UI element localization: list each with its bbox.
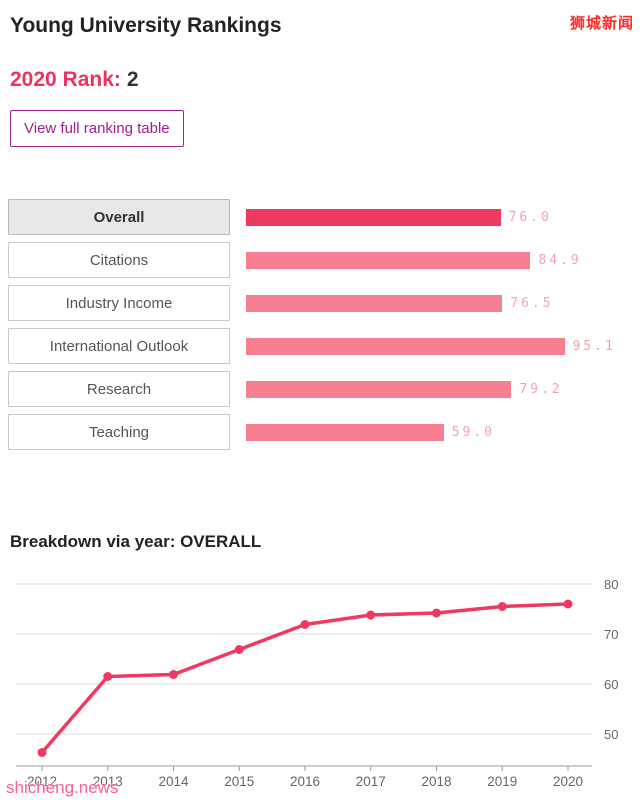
bar-track: 95.1 — [246, 337, 636, 355]
bar-row: International Outlook 95.1 — [8, 328, 636, 364]
data-point — [37, 748, 47, 757]
y-tick-label: 60 — [604, 677, 618, 692]
bar-fill — [246, 251, 531, 269]
rank-value: 2 — [126, 68, 139, 91]
x-tick-label: 2015 — [224, 774, 254, 789]
bar-track: 76.5 — [246, 294, 636, 312]
bar-value-label: 59.0 — [451, 424, 495, 440]
category-button-overall[interactable]: Overall — [8, 199, 230, 235]
bar-track: 79.2 — [246, 380, 636, 398]
bar-row: Citations 84.9 — [8, 242, 636, 278]
x-tick-label: 2018 — [421, 774, 451, 789]
data-point — [497, 602, 507, 611]
x-tick-label: 2019 — [487, 774, 517, 789]
data-point — [103, 672, 113, 681]
overall-trend-line-chart: 50 60 70 80 2012 2013 2014 2015 2016 2017 2018 2019… — [16, 577, 618, 789]
bar-track: 84.9 — [246, 251, 636, 269]
bar-track: 76.0 — [246, 208, 636, 226]
x-tick-label: 2014 — [158, 774, 189, 789]
data-point — [366, 610, 376, 620]
x-tick-label: 2013 — [93, 774, 123, 789]
data-point — [563, 599, 573, 609]
watermark-top: 狮城新闻 — [569, 15, 634, 32]
bar-value-label: 79.2 — [519, 381, 563, 397]
rank-line: 2020 Rank: 2 — [8, 68, 636, 92]
bar-value-label: 95.1 — [572, 338, 616, 354]
bar-row: Research 79.2 — [8, 371, 636, 407]
data-point — [234, 645, 244, 654]
metric-bar-chart: Overall 76.0 Citations 84.9 Industry Income 7… — [8, 199, 636, 450]
category-button-teaching[interactable]: Teaching — [8, 414, 230, 450]
bar-fill — [246, 294, 503, 312]
bar-row: Industry Income 76.5 — [8, 285, 636, 321]
data-point — [169, 670, 178, 679]
x-tick-label: 2020 — [553, 774, 583, 789]
x-tick-label: 2012 — [27, 774, 57, 789]
bar-fill — [246, 337, 565, 355]
bar-value-label: 76.5 — [510, 295, 554, 311]
bar-value-label: 84.9 — [538, 252, 582, 268]
category-button-international-outlook[interactable]: International Outlook — [8, 328, 230, 364]
data-point — [300, 620, 310, 629]
page-title: Young University Rankings — [10, 14, 282, 37]
category-button-research[interactable]: Research — [8, 371, 230, 407]
rank-label: 2020 Rank: — [10, 68, 121, 91]
view-full-ranking-table-button[interactable]: View full ranking table — [10, 110, 184, 147]
bar-row: Overall 76.0 — [8, 199, 636, 235]
data-point — [432, 608, 441, 618]
breakdown-title: Breakdown via year: OVERALL — [10, 532, 262, 551]
y-tick-label: 80 — [604, 577, 618, 592]
y-tick-label: 50 — [604, 727, 618, 742]
bar-row: Teaching 59.0 — [8, 414, 636, 450]
bar-track: 59.0 — [246, 423, 636, 441]
category-button-citations[interactable]: Citations — [8, 242, 230, 278]
x-tick-label: 2016 — [290, 774, 320, 789]
y-tick-label: 70 — [604, 627, 618, 642]
bar-value-label: 76.0 — [508, 209, 552, 225]
bar-fill — [246, 380, 512, 398]
category-button-industry-income[interactable]: Industry Income — [8, 285, 230, 321]
bar-fill — [246, 423, 444, 441]
watermark-bottom: shicheng.news — [6, 778, 119, 797]
bar-fill — [246, 208, 501, 226]
x-tick-label: 2017 — [356, 774, 386, 789]
